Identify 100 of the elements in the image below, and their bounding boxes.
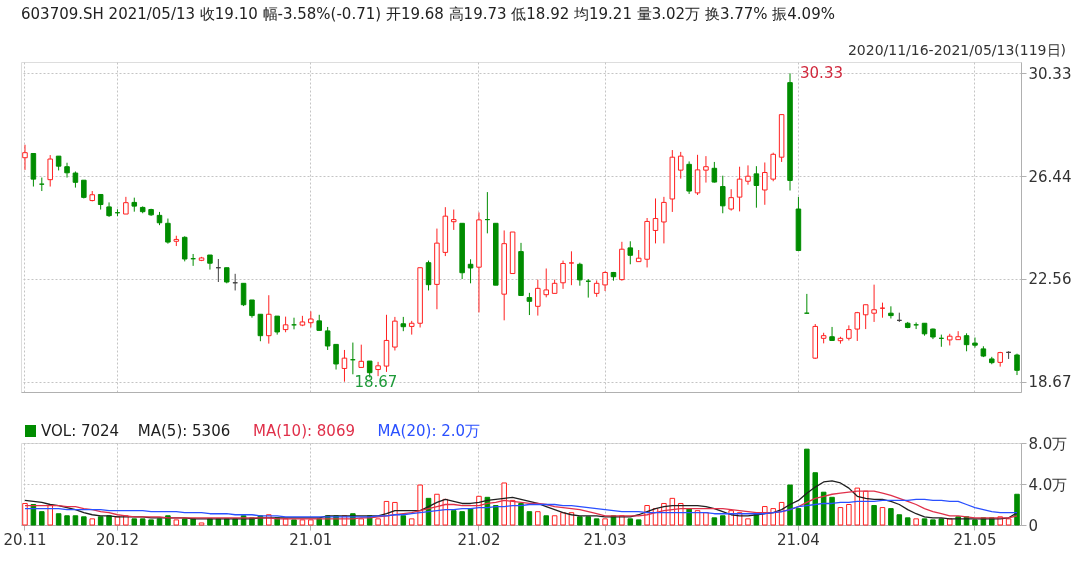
chart-subtitle: 2020/11/16-2021/05/13(119日) [847,42,1066,58]
candlestick [677,151,684,180]
bar [879,507,886,526]
annotation: 18.67 [354,372,398,391]
candlestick [862,304,869,330]
bar [535,511,541,526]
bar [871,505,877,526]
candlestick [450,209,457,231]
bar [131,518,138,526]
candlestick [64,162,70,179]
bar [509,499,516,526]
bar [837,507,844,526]
candlestick [720,175,726,214]
candlestick [266,294,272,345]
candlestick [425,260,432,291]
candlestick [627,240,634,265]
x-tick-label: 20.11 [3,530,47,549]
candlestick [47,154,53,188]
candlestick [181,235,188,262]
candlestick [467,258,474,284]
x-tick-label: 21.03 [583,530,627,549]
bar [787,484,793,526]
y-tick-label: 8.0万 [1028,434,1068,453]
candlestick [602,270,608,292]
candlestick [22,144,28,171]
bar [862,490,869,526]
candlestick [257,313,264,342]
candlestick [728,188,734,212]
bar [703,512,709,526]
bar [627,518,634,526]
y-tick-label: 0 [1028,516,1039,535]
bar [635,519,642,526]
x-tick-label: 21.01 [289,530,333,549]
bar [829,496,835,526]
bar [106,515,112,526]
bar [745,518,751,526]
candlestick [661,196,667,244]
bar [913,518,919,526]
bar [602,518,608,526]
bar [543,515,549,526]
bar [22,502,28,526]
bar [459,511,465,526]
text: MA(5): 5306 [137,422,231,440]
bar [400,515,407,526]
candlestick [652,197,659,244]
bar [846,504,852,526]
y-tick-label: 18.67 [1028,373,1072,392]
bar [972,519,978,526]
candlestick [577,262,583,287]
bar [291,519,297,526]
bar [81,516,87,526]
candlestick [535,279,541,317]
candlestick [854,311,861,342]
candlestick [324,326,331,351]
bar [114,516,121,526]
bar [1005,518,1012,526]
bar [526,511,533,526]
bar [190,518,196,526]
x-tick-label: 21.05 [953,530,997,549]
y-tick-label: 4.0万 [1028,475,1068,494]
bar [820,491,827,526]
bar [30,504,37,526]
legend-label: VOL: 7024 [41,422,120,440]
bar [139,518,146,526]
bar [308,519,314,526]
candlestick [333,343,339,371]
candlestick [274,315,280,336]
y-tick-label: 22.56 [1028,270,1072,289]
bar [854,487,861,526]
line-series [24,490,1018,520]
annotation: 30.33 [800,64,843,83]
candlestick [568,250,575,286]
line-series [24,498,1018,518]
bar [173,519,180,526]
bar [198,522,205,526]
bar [501,482,507,526]
bar [686,508,692,526]
bar [89,518,96,526]
candlestick [753,165,760,209]
bar [619,515,625,526]
bar [148,519,154,526]
candlestick [972,337,978,349]
candlestick [703,155,709,184]
candlestick [375,361,381,377]
bar [770,508,776,526]
bar [577,516,583,526]
candlestick [829,326,835,341]
candlestick [543,268,549,298]
candlestick [871,284,877,323]
bar [551,515,558,526]
candlestick [526,292,533,316]
bar [593,518,600,526]
y-tick-label: 30.33 [1028,64,1072,83]
x-tick-label: 20.12 [95,530,139,549]
bar [946,518,953,526]
bar [72,515,79,526]
bar [123,515,129,526]
text: MA(20): 2.0万 [377,422,481,440]
candlestick [694,154,701,196]
y-tick-label: 26.44 [1028,167,1072,186]
